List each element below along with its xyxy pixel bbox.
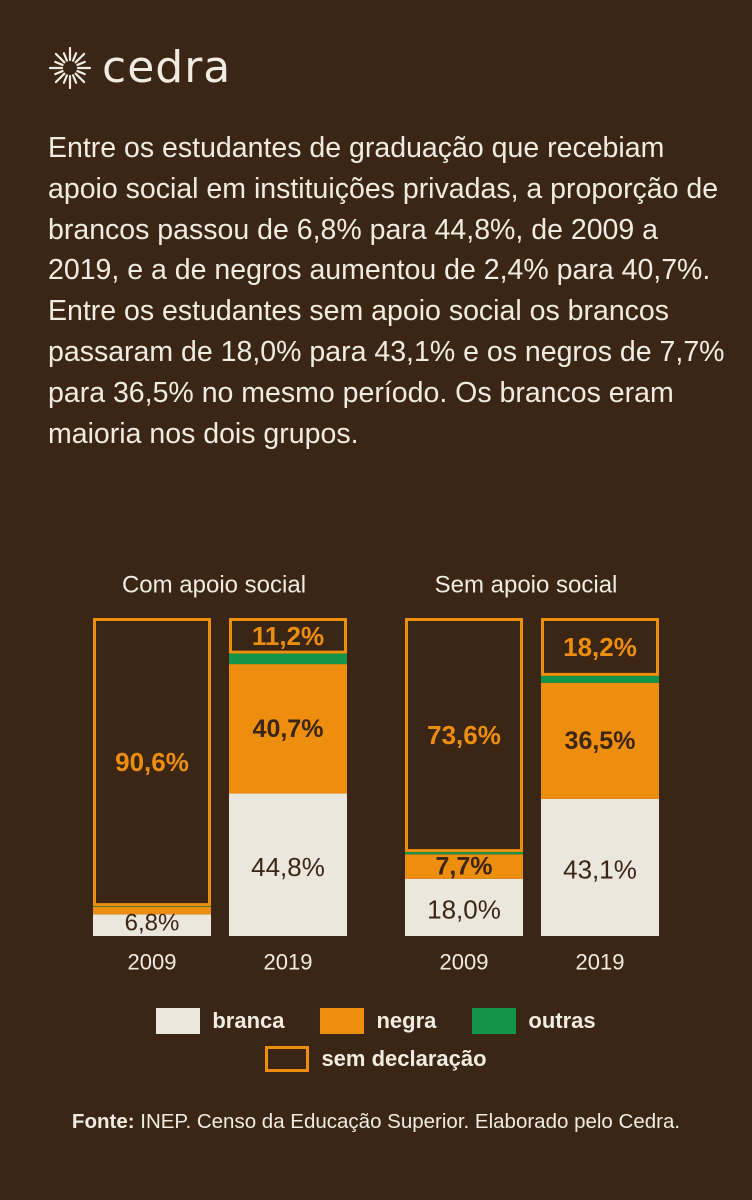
- legend: branca negra outras sem declaração: [0, 1008, 752, 1072]
- legend-label-outras: outras: [528, 1008, 596, 1033]
- sunburst-icon: [48, 46, 92, 89]
- data-label-sem-declaracao: 90,6%: [115, 747, 189, 777]
- bar-segment-negra: [541, 682, 659, 799]
- x-tick-label: 2009: [440, 950, 489, 975]
- data-label-branca: 6,8%: [125, 910, 180, 937]
- x-tick-label: 2009: [128, 950, 177, 975]
- logo-ray: [62, 73, 69, 84]
- bar-segment-branca: [229, 793, 347, 936]
- bar-segment-outras: [541, 675, 659, 683]
- legend-label-branca: branca: [212, 1008, 285, 1033]
- legend-label-sem-declaracao: sem declaração: [321, 1046, 487, 1071]
- bar-segment-sem-declaracao: [541, 618, 659, 676]
- logo-ray: [74, 72, 86, 83]
- bar-segment-outras: [229, 653, 347, 665]
- brand-name: cedra: [102, 42, 232, 93]
- source-text: INEP. Censo da Educação Superior. Elabor…: [140, 1110, 681, 1133]
- legend-item-negra: negra: [320, 1008, 436, 1034]
- bar-segment-branca: [405, 878, 523, 936]
- legend-item-outras: outras: [472, 1008, 596, 1034]
- logo-ray: [54, 52, 66, 63]
- logo-ray: [76, 60, 86, 66]
- bar-segment-branca: [541, 798, 659, 936]
- data-label-sem-declaracao: 11,2%: [252, 621, 324, 651]
- group-title: Com apoio social: [122, 572, 306, 599]
- logo-ray: [54, 60, 64, 66]
- source-note: Fonte: INEP. Censo da Educação Superior.…: [40, 1108, 712, 1136]
- data-label-branca: 18,0%: [427, 894, 501, 924]
- data-label-negra: 7,7%: [436, 853, 493, 881]
- data-label-negra: 40,7%: [253, 715, 324, 743]
- bar-segment-outras: [93, 906, 211, 907]
- bar-segment-negra: [405, 854, 523, 879]
- stacked-bar-chart: Com apoio social 90,6% 6,8% 2009 11,2% 40,7% 4…: [93, 572, 659, 975]
- legend-swatch-sem-declaracao: [265, 1046, 310, 1072]
- bar-segment-branca: [93, 914, 211, 936]
- data-label-branca: 44,8%: [251, 852, 325, 882]
- legend-swatch-outras: [472, 1008, 517, 1034]
- data-label-negra: 36,5%: [565, 727, 636, 755]
- logo-ray: [71, 51, 78, 62]
- bar-segment-negra: [229, 664, 347, 794]
- bar-segment-sem-declaracao: [93, 618, 211, 907]
- bar-segment-sem-declaracao: [229, 618, 347, 654]
- logo-ray: [54, 69, 64, 75]
- legend-label-negra: negra: [376, 1008, 437, 1033]
- logo-ray: [71, 73, 78, 84]
- logo-ray: [74, 52, 86, 63]
- legend-item-branca: branca: [156, 1008, 284, 1034]
- legend-swatch-negra: [320, 1008, 365, 1034]
- x-tick-label: 2019: [576, 950, 625, 975]
- logo-ray: [54, 72, 66, 83]
- legend-item-sem-declaracao: sem declaração: [265, 1046, 487, 1072]
- x-tick-label: 2019: [264, 950, 313, 975]
- data-label-sem-declaracao: 73,6%: [427, 720, 501, 750]
- bar-segment-negra: [93, 906, 211, 915]
- source-label: Fonte:: [71, 1110, 135, 1133]
- logo-ray: [62, 51, 69, 62]
- data-label-branca: 43,1%: [563, 854, 637, 884]
- brand-logo: cedra: [48, 42, 231, 93]
- logo-ray: [76, 69, 86, 75]
- bar-segment-outras: [405, 852, 523, 855]
- group-title: Sem apoio social: [435, 572, 618, 599]
- bar-segment-sem-declaracao: [405, 618, 523, 853]
- intro-text: Entre os estudantes de graduação que rec…: [48, 132, 725, 450]
- legend-swatch-branca: [156, 1008, 201, 1034]
- data-label-sem-declaracao: 18,2%: [563, 632, 637, 662]
